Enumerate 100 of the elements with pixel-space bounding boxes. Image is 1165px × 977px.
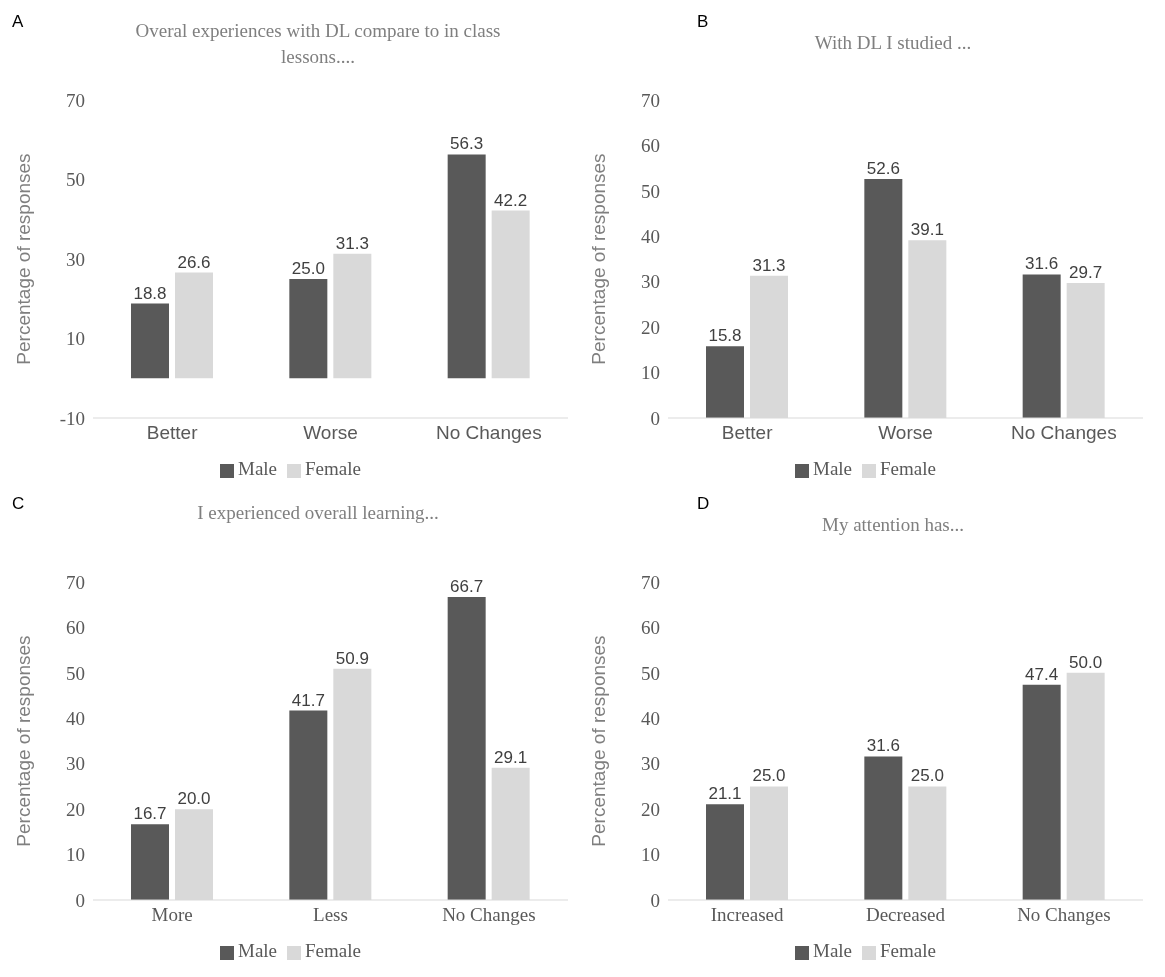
bar	[864, 179, 903, 418]
y-tick-label: 30	[641, 753, 660, 775]
data-label: 25.0	[752, 766, 786, 786]
data-label: 31.3	[752, 255, 786, 275]
y-axis-title: Percentage of responses	[12, 153, 34, 365]
text: D	[697, 494, 710, 514]
bar	[333, 253, 372, 379]
bar	[289, 710, 328, 900]
bar	[175, 272, 213, 379]
bar	[1022, 684, 1061, 900]
x-tick-label: No Changes	[1017, 904, 1111, 926]
legend-label: Male	[238, 458, 278, 479]
x-tick-label: Increased	[710, 904, 785, 926]
bar	[131, 824, 169, 900]
legend-label: Female	[305, 940, 361, 961]
y-tick-label: 10	[66, 844, 85, 866]
y-tick-label: -10	[59, 407, 85, 429]
legend-label: Female	[305, 458, 361, 479]
y-tick-label: 70	[641, 571, 660, 593]
data-label: 25.0	[291, 258, 325, 278]
y-tick-label: 70	[641, 89, 660, 111]
legend-label: Female	[880, 940, 936, 961]
data-label: 26.6	[177, 252, 211, 272]
x-tick-label: Worse	[303, 422, 358, 444]
y-tick-label: 10	[66, 328, 85, 350]
y-tick-label: 20	[641, 316, 660, 338]
y-tick-label: 60	[641, 135, 660, 157]
bar	[706, 804, 744, 900]
data-label: 50.0	[1069, 652, 1103, 672]
y-tick-label: 40	[641, 708, 660, 730]
x-tick-label: More	[151, 904, 193, 926]
legend-label: Female	[880, 458, 936, 479]
data-label: 29.1	[494, 747, 528, 767]
data-label: 31.6	[866, 736, 900, 756]
bar	[289, 278, 328, 379]
y-tick-label: 20	[641, 798, 660, 820]
chart-title: Overal experiences with DL compare to in class lessons....	[134, 19, 502, 69]
bar	[1022, 274, 1061, 418]
x-tick-label: No Changes	[1011, 422, 1117, 444]
legend-label: Male	[238, 940, 278, 961]
y-tick-label: 50	[641, 662, 660, 684]
data-label: 41.7	[291, 690, 325, 710]
y-tick-label: 70	[66, 89, 85, 111]
chart-title: My attention has...	[821, 513, 965, 537]
x-tick-label: Less	[313, 904, 348, 926]
data-label: 29.7	[1069, 263, 1103, 283]
data-label: 39.1	[910, 220, 944, 240]
data-label: 15.8	[708, 326, 742, 346]
y-tick-label: 60	[641, 617, 660, 639]
y-tick-label: 10	[641, 844, 660, 866]
bar	[447, 596, 486, 900]
data-label: 21.1	[708, 784, 742, 804]
data-label: 47.4	[1025, 664, 1059, 684]
data-label: 66.7	[450, 576, 484, 596]
y-tick-label: 10	[641, 362, 660, 384]
y-tick-label: 20	[66, 798, 85, 820]
y-tick-label: 50	[641, 180, 660, 202]
y-tick-label: 70	[66, 571, 85, 593]
text: C	[12, 494, 25, 514]
data-label: 52.6	[866, 159, 900, 179]
y-tick-label: 60	[66, 617, 85, 639]
x-tick-label: Better	[146, 422, 199, 444]
x-tick-label: Better	[721, 422, 774, 444]
y-tick-label: 0	[650, 889, 660, 911]
y-axis-title: Percentage of responses	[12, 635, 34, 847]
text: A	[12, 12, 24, 32]
bar	[447, 154, 486, 379]
y-tick-label: 30	[66, 248, 85, 270]
y-tick-label: 0	[650, 407, 660, 429]
data-label: 50.9	[335, 648, 369, 668]
legend-label: Male	[813, 458, 853, 479]
y-tick-label: 30	[66, 753, 85, 775]
bar	[706, 346, 744, 418]
data-label: 31.3	[335, 233, 369, 253]
data-label: 25.0	[910, 766, 944, 786]
y-tick-label: 50	[66, 662, 85, 684]
y-axis-title: Percentage of responses	[587, 635, 609, 847]
y-tick-label: 50	[66, 169, 85, 191]
chart-title: With DL I studied ...	[813, 31, 973, 55]
bar	[131, 303, 169, 379]
y-tick-label: 0	[75, 889, 85, 911]
legend-label: Male	[813, 940, 853, 961]
y-tick-label: 40	[66, 708, 85, 730]
data-label: 20.0	[177, 789, 211, 809]
bar	[491, 210, 530, 379]
x-tick-label: Worse	[878, 422, 933, 444]
text: B	[697, 12, 709, 32]
y-axis-title: Percentage of responses	[587, 153, 609, 365]
bar	[864, 756, 903, 900]
x-tick-label: No Changes	[436, 422, 542, 444]
x-tick-label: Decreased	[865, 904, 946, 926]
y-tick-label: 40	[641, 226, 660, 248]
data-label: 18.8	[133, 283, 167, 303]
y-tick-label: 30	[641, 271, 660, 293]
chart-title: I experienced overall learning...	[196, 501, 440, 525]
data-label: 42.2	[494, 190, 528, 210]
data-label: 16.7	[133, 804, 167, 824]
x-tick-label: No Changes	[442, 904, 536, 926]
data-label: 56.3	[450, 134, 484, 154]
data-label: 31.6	[1025, 254, 1059, 274]
